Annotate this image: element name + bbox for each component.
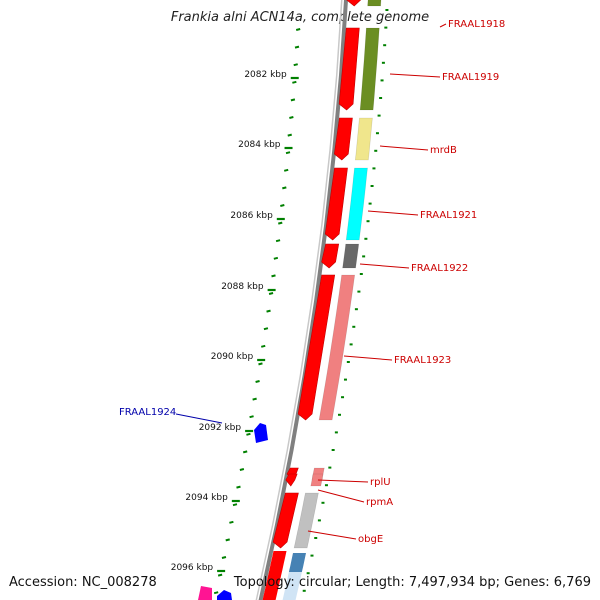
label-line xyxy=(359,263,410,269)
label-line xyxy=(343,355,393,361)
gene-arrow-FRAAL1923 xyxy=(297,274,336,421)
ortholog-block-partial xyxy=(288,553,306,572)
gene-arrow-FRAAL1919 xyxy=(338,27,360,111)
minor-tick xyxy=(280,204,285,207)
minor-tick xyxy=(260,344,266,348)
minor-tick xyxy=(232,503,238,507)
minor-tick xyxy=(275,239,281,243)
ortholog-block-FRAAL1922 xyxy=(342,243,360,269)
scale-label: 2088 kbp xyxy=(221,282,264,292)
gene-label-rpmA: rpmA xyxy=(366,497,393,508)
ortholog-block-FRAAL1918 xyxy=(367,0,382,7)
minor-tick xyxy=(271,274,276,278)
minor-tick xyxy=(239,468,245,471)
minor-tick xyxy=(213,591,219,595)
minor-tick xyxy=(289,116,294,119)
gene-arrow-partial-reverse xyxy=(217,590,232,600)
ortholog-block-FRAAL1923 xyxy=(318,274,356,421)
minor-tick xyxy=(295,28,301,31)
scale-ticks xyxy=(213,9,389,595)
minor-tick xyxy=(229,520,234,524)
minor-tick xyxy=(290,98,296,102)
minor-tick xyxy=(278,221,283,225)
ortholog-block-partial-2 xyxy=(282,572,302,600)
gene-label-rplU: rplU xyxy=(370,477,391,488)
scale-label: 2092 kbp xyxy=(199,423,242,433)
gene-arrow-FRAAL1921 xyxy=(324,167,348,241)
minor-tick xyxy=(225,538,230,542)
gene-arrow-FRAAL1924 xyxy=(254,423,268,443)
gene-arrow-obgE xyxy=(272,492,299,549)
gene-label-FRAAL1922: FRAAL1922 xyxy=(411,263,468,274)
ortholog-block-FRAAL1919 xyxy=(359,27,380,111)
minor-tick xyxy=(217,573,223,577)
label-line xyxy=(389,73,441,78)
gene-label-obgE: obgE xyxy=(358,534,383,545)
gene-label-mrdB: mrdB xyxy=(430,145,457,156)
scale-label: 2086 kbp xyxy=(230,211,273,221)
gene-ring xyxy=(217,0,362,600)
gene-arrow-partial xyxy=(262,551,287,600)
gene-label-FRAAL1919: FRAAL1919 xyxy=(442,72,499,83)
gene-labels: FRAAL1918 FRAAL1919 mrdB FRAAL1921 FRAAL1922… xyxy=(119,19,505,545)
ortholog-block-partial-reverse xyxy=(198,586,212,600)
scale-labels: 2082 kbp 2084 kbp 2086 kbp 2088 kbp 2090 kbp… xyxy=(171,70,287,573)
minor-tick xyxy=(273,256,279,260)
ortholog-ring xyxy=(198,0,382,600)
label-line xyxy=(439,23,447,28)
minor-tick xyxy=(283,168,289,172)
scale-label: 2082 kbp xyxy=(244,70,287,80)
map-title: Frankia alni ACN14a, complete genome xyxy=(170,10,430,25)
minor-tick xyxy=(294,45,300,49)
minor-tick xyxy=(242,450,248,454)
minor-tick xyxy=(287,133,292,137)
minor-tick xyxy=(292,80,297,84)
scale-label: 2094 kbp xyxy=(185,493,228,503)
minor-tick xyxy=(282,186,287,190)
minor-tick xyxy=(258,362,263,366)
label-line xyxy=(317,479,369,483)
minor-tick xyxy=(249,415,254,419)
minor-tick xyxy=(266,309,271,313)
minor-tick xyxy=(293,63,298,67)
ortholog-block-mrdB xyxy=(354,117,373,161)
scale-label: 2090 kbp xyxy=(211,352,254,362)
minor-tick xyxy=(252,397,257,401)
ortholog-block-obgE xyxy=(293,492,319,549)
minor-tick xyxy=(246,432,251,436)
minor-tick xyxy=(221,556,227,559)
accession-text: Accession: NC_008278 xyxy=(9,575,157,590)
minor-tick xyxy=(236,485,241,489)
label-line xyxy=(175,413,223,424)
minor-tick xyxy=(263,327,269,331)
gene-arrow-FRAAL1918 xyxy=(346,0,362,7)
label-line xyxy=(379,145,429,151)
gene-arrow-rpmA xyxy=(285,473,298,487)
gene-label-FRAAL1918: FRAAL1918 xyxy=(448,19,505,30)
gene-label-FRAAL1921: FRAAL1921 xyxy=(420,210,477,221)
gene-arrow-mrdB xyxy=(333,117,353,161)
scale-label: 2096 kbp xyxy=(171,563,214,573)
gene-label-FRAAL1923: FRAAL1923 xyxy=(394,355,451,366)
ortholog-block-FRAAL1921 xyxy=(345,167,368,241)
minor-tick xyxy=(255,380,260,383)
ortholog-block-rpmA xyxy=(310,473,324,487)
label-line xyxy=(367,210,419,216)
gene-arrow-FRAAL1922 xyxy=(321,243,340,269)
label-line xyxy=(317,489,365,503)
minor-tick xyxy=(285,151,291,155)
gene-label-FRAAL1924: FRAAL1924 xyxy=(119,407,176,418)
minor-tick xyxy=(268,292,274,295)
scale-label: 2084 kbp xyxy=(238,140,281,150)
topology-text: Topology: circular; Length: 7,497,934 bp… xyxy=(233,575,591,590)
label-line xyxy=(307,530,357,540)
